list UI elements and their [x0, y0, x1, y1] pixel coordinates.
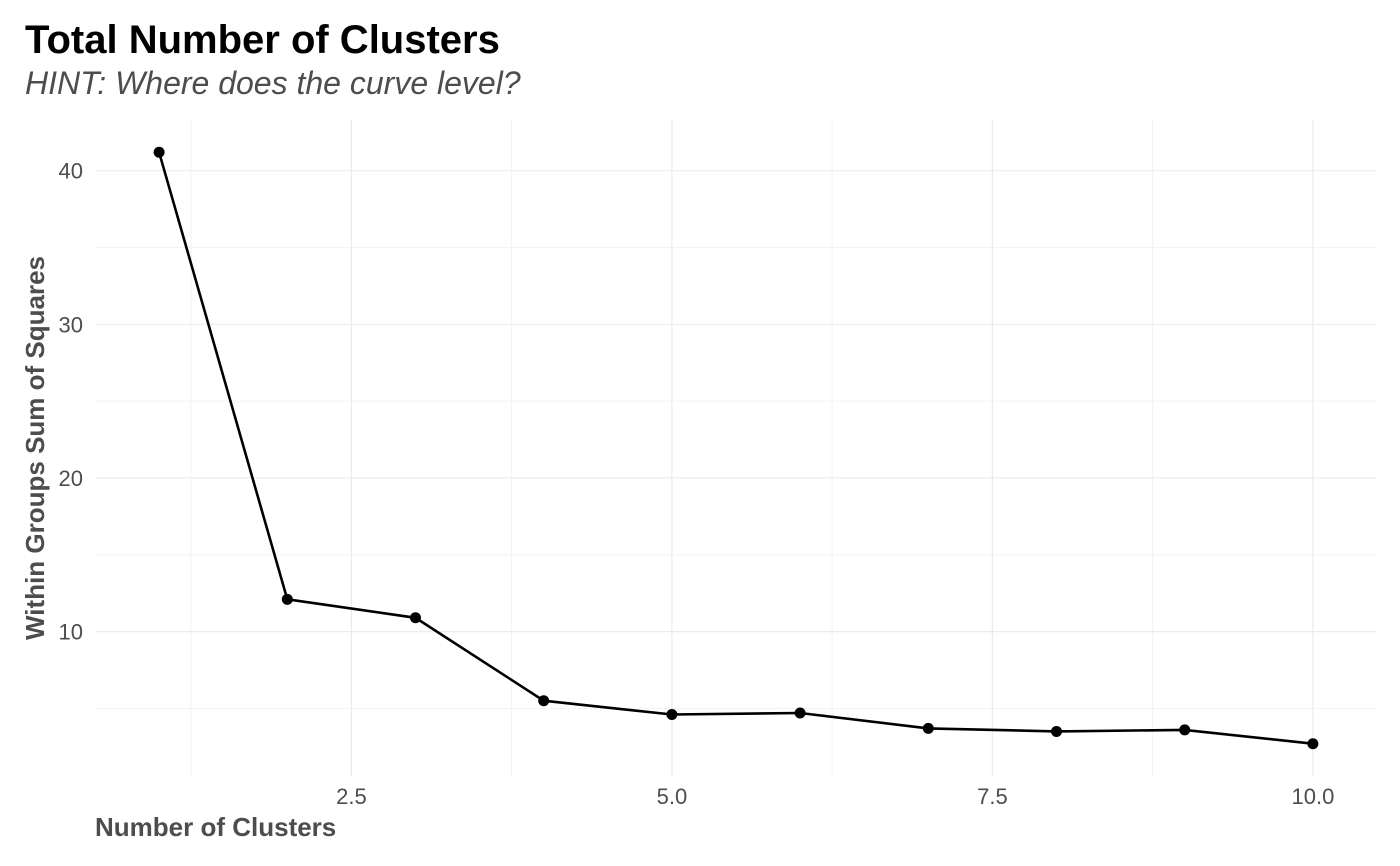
data-point	[1179, 724, 1191, 736]
data-point	[410, 612, 421, 624]
series-line	[157, 151, 1314, 745]
y-tick-label: 40	[59, 159, 83, 184]
y-axis-title: Within Groups Sum of Squares	[20, 256, 50, 640]
data-point	[666, 709, 678, 721]
x-tick-label: 7.5	[977, 784, 1008, 809]
y-tick-label: 10	[59, 620, 83, 645]
x-axis-title: Number of Clusters	[95, 812, 336, 842]
x-tick-label: 5.0	[657, 784, 688, 809]
x-axis-ticks: 2.5 5.0 7.5 10.0	[336, 784, 1334, 809]
data-point	[153, 146, 165, 158]
y-tick-label: 20	[59, 466, 83, 491]
x-tick-label: 2.5	[336, 784, 367, 809]
y-axis-ticks: 10 20 30 40	[59, 159, 83, 645]
data-point	[1051, 725, 1062, 737]
data-point	[794, 707, 806, 719]
data-point	[281, 593, 293, 605]
chart-title: Total Number of Clusters	[25, 18, 500, 62]
data-series	[153, 146, 1319, 750]
chart-subtitle: HINT: Where does the curve level?	[25, 65, 521, 101]
y-tick-label: 30	[59, 312, 83, 337]
minor-gridlines	[95, 120, 1377, 776]
data-point	[922, 722, 934, 734]
data-point	[1307, 738, 1319, 750]
x-tick-label: 10.0	[1291, 784, 1334, 809]
major-gridlines	[95, 120, 1377, 776]
data-point	[538, 695, 550, 707]
